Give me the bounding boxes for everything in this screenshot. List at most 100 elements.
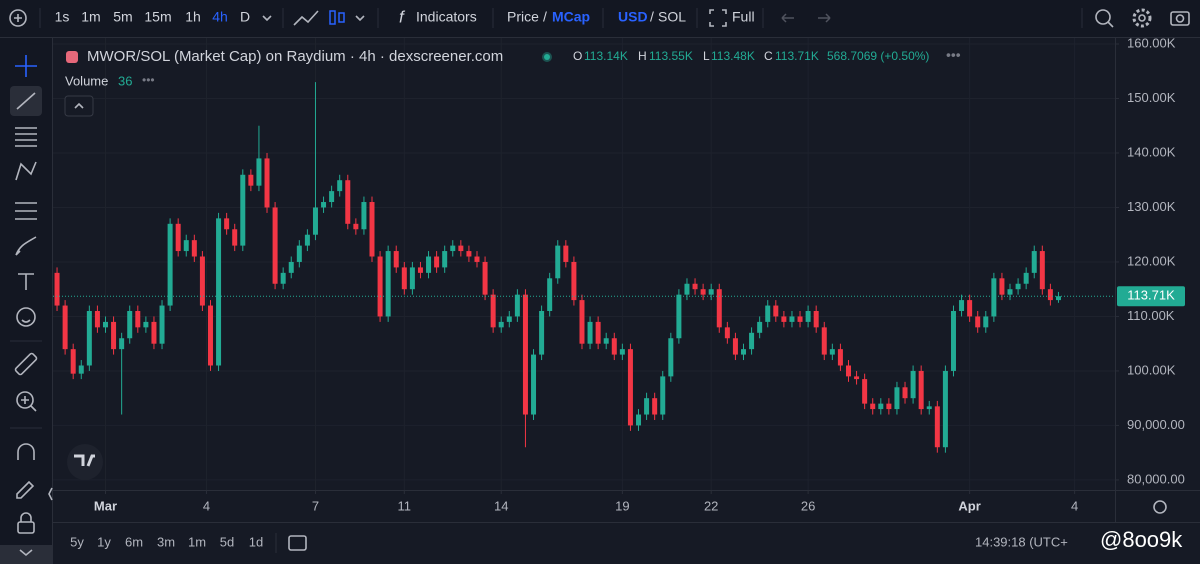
candle-body bbox=[611, 338, 617, 355]
brush-tool[interactable] bbox=[15, 236, 37, 256]
ohlc-key: H bbox=[638, 49, 647, 63]
fullscreen-icon[interactable] bbox=[709, 9, 727, 27]
candle-body bbox=[329, 191, 335, 203]
candle-body bbox=[627, 349, 633, 426]
fx-icon: f bbox=[399, 7, 406, 26]
candle-body bbox=[442, 251, 448, 268]
volume-more[interactable]: ••• bbox=[142, 73, 155, 87]
interval-button[interactable]: 1m bbox=[81, 9, 100, 25]
x-tick-label: 7 bbox=[312, 498, 319, 513]
candle-body bbox=[563, 245, 569, 262]
undo-button[interactable] bbox=[781, 13, 794, 23]
sol-toggle[interactable]: SOL bbox=[658, 9, 686, 25]
goto-date-button[interactable] bbox=[288, 535, 307, 551]
candle-body bbox=[692, 283, 698, 290]
interval-button[interactable]: 1s bbox=[55, 9, 70, 25]
candle-body bbox=[490, 294, 496, 328]
range-button[interactable]: 1y bbox=[97, 534, 111, 549]
usd-toggle[interactable]: USD bbox=[618, 9, 648, 25]
add-symbol-button[interactable] bbox=[9, 9, 27, 27]
candle-body bbox=[385, 251, 391, 317]
mcap-toggle[interactable]: MCap bbox=[552, 9, 590, 25]
ohlc-value: 113.71K bbox=[775, 49, 819, 63]
fullscreen-label[interactable]: Full bbox=[732, 9, 755, 25]
redo-button[interactable] bbox=[818, 13, 831, 23]
ohlc-key: L bbox=[703, 49, 710, 63]
y-tick-label: 160.00K bbox=[1127, 35, 1176, 50]
candle-body bbox=[821, 327, 827, 355]
range-button[interactable]: 1m bbox=[188, 534, 206, 549]
lock-tool[interactable] bbox=[17, 521, 35, 534]
ohlc-value: 113.14K bbox=[584, 49, 628, 63]
candle-body bbox=[716, 289, 722, 328]
interval-button[interactable]: 1h bbox=[185, 9, 201, 25]
interval-button[interactable]: 15m bbox=[144, 9, 171, 25]
indicators-button[interactable]: f Indicators bbox=[399, 7, 477, 26]
candle-body bbox=[401, 267, 407, 290]
collapse-button[interactable] bbox=[19, 549, 33, 557]
camera-lens bbox=[1175, 14, 1185, 23]
candle-body bbox=[926, 406, 932, 410]
zoom-icon bbox=[16, 391, 34, 409]
top-toolbar bbox=[0, 0, 1200, 37]
tradingview-logo bbox=[67, 444, 103, 480]
snapshot-button[interactable] bbox=[1170, 11, 1190, 26]
candle-body bbox=[700, 289, 706, 295]
interval-button[interactable]: 5m bbox=[113, 9, 132, 25]
interval-button[interactable]: D bbox=[240, 9, 250, 25]
logo-bg bbox=[67, 444, 103, 480]
candle-body bbox=[369, 202, 375, 257]
range-button[interactable]: 1d bbox=[249, 534, 263, 549]
x-tick-label: 22 bbox=[704, 498, 718, 513]
line-chart-button[interactable] bbox=[293, 10, 319, 26]
candle-body bbox=[111, 321, 117, 350]
interval-dropdown[interactable] bbox=[262, 15, 272, 22]
crosshair-tool[interactable] bbox=[15, 55, 37, 77]
price-toggle[interactable]: Price bbox=[507, 9, 539, 25]
candle-body bbox=[668, 338, 674, 377]
axis-settings-button[interactable] bbox=[1153, 500, 1167, 514]
prediction-tool[interactable] bbox=[15, 202, 37, 220]
chart-type-dropdown[interactable] bbox=[355, 15, 365, 22]
candle-body bbox=[781, 316, 787, 322]
y-tick-label: 150.00K bbox=[1127, 90, 1176, 105]
volume-value: 36 bbox=[118, 73, 132, 88]
trendline-tool[interactable] bbox=[16, 92, 36, 110]
x-tick-label: 14 bbox=[494, 498, 508, 513]
settings-button[interactable] bbox=[1132, 8, 1152, 28]
candle-body bbox=[845, 365, 851, 377]
range-button[interactable]: 5d bbox=[220, 534, 234, 549]
range-button[interactable]: 3m bbox=[157, 534, 175, 549]
interval-button-active[interactable]: 4h bbox=[212, 9, 228, 25]
draw-lock-tool[interactable] bbox=[16, 480, 35, 499]
candle-body bbox=[216, 218, 222, 366]
candle-chart-button[interactable] bbox=[329, 10, 345, 25]
ohlc-value: 113.55K bbox=[649, 49, 693, 63]
zoom-tool[interactable] bbox=[16, 391, 37, 412]
y-tick-label: 130.00K bbox=[1127, 199, 1176, 214]
legend-more[interactable]: ••• bbox=[946, 47, 961, 63]
ohlc-key: O bbox=[573, 49, 582, 63]
range-button[interactable]: 5y bbox=[70, 534, 84, 549]
quick-search-button[interactable] bbox=[1095, 9, 1114, 28]
candle-body bbox=[232, 229, 238, 246]
ruler-tool[interactable] bbox=[14, 352, 38, 376]
last-price-label: 113.71K bbox=[1127, 288, 1175, 303]
candle-body bbox=[587, 321, 593, 344]
icon-tool[interactable] bbox=[16, 307, 36, 327]
candle-body bbox=[757, 321, 763, 333]
candle-body bbox=[870, 403, 876, 410]
candle-body bbox=[361, 202, 367, 230]
magnet-tool[interactable] bbox=[17, 443, 35, 460]
y-tick-label: 120.00K bbox=[1127, 253, 1176, 268]
sidebar-toggle[interactable] bbox=[48, 487, 53, 501]
text-tool[interactable] bbox=[18, 273, 34, 290]
candle-body bbox=[143, 321, 149, 328]
fib-tool[interactable] bbox=[15, 127, 37, 147]
candle-body bbox=[183, 240, 189, 252]
range-button[interactable]: 6m bbox=[125, 534, 143, 549]
pattern-tool[interactable] bbox=[15, 161, 37, 181]
candle-body bbox=[426, 256, 432, 273]
collapse-legend-button[interactable] bbox=[64, 95, 94, 117]
